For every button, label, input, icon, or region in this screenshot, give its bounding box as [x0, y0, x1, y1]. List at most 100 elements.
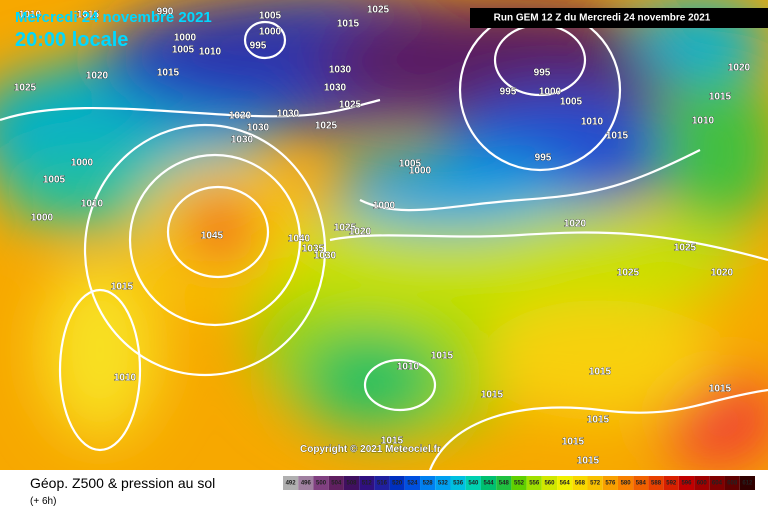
run-box: [470, 8, 768, 28]
scale-swatch: [313, 476, 329, 490]
scale-label: 532: [438, 481, 449, 487]
isobar-label: 1025: [334, 223, 357, 234]
isobar: [58, 288, 142, 452]
isobar-label: 1005: [43, 175, 66, 186]
scale-label: 540: [468, 481, 479, 487]
scale-swatch: [465, 476, 481, 490]
color-scale: 492 496 500 504 508 512 516 520 524 528 532 536 540 5…: [283, 476, 755, 490]
scale-swatch: [404, 476, 421, 490]
isobar-label: 1010: [397, 362, 420, 373]
scale-swatch: [328, 476, 344, 490]
isobar: [83, 123, 327, 377]
scale-swatch: [663, 476, 679, 490]
scale-label: 492: [286, 481, 297, 487]
isobar-label: 1010: [19, 10, 42, 21]
time: 20:00 locale: [15, 29, 128, 51]
isobar-label: 1005: [399, 159, 422, 170]
isobar-label: 1030: [314, 251, 337, 262]
isobar-label: 1015: [157, 68, 180, 79]
scale-label: 528: [423, 481, 434, 487]
scale-swatch: [420, 476, 436, 490]
isobar-label: 1020: [711, 268, 734, 279]
isobar-label: 1005: [560, 97, 583, 108]
scale-swatch: [374, 476, 390, 490]
isobar-label: 1045: [201, 231, 224, 242]
isobar-label: 1000: [71, 158, 94, 169]
scale-swatch: [511, 476, 527, 490]
scale-label: 524: [407, 481, 418, 487]
scale-label: 612: [742, 481, 753, 487]
isobar-label: 1015: [562, 437, 585, 448]
isobar-label: 1030: [247, 123, 270, 134]
isobar-label: 1030: [231, 135, 254, 146]
copyright: Copyright © 2021 Meteociel.fr: [300, 444, 441, 455]
isobar-label: 1010: [581, 117, 604, 128]
isobar-label: 995: [250, 41, 267, 52]
scale-label: 600: [697, 481, 708, 487]
scale-label: 544: [484, 481, 495, 487]
scale-swatch: [480, 476, 497, 490]
scale-swatch: [602, 476, 618, 490]
scale-label: 564: [560, 481, 571, 487]
isobar-label: 1005: [172, 45, 195, 56]
isobar-label: 1015: [709, 92, 732, 103]
run-info: Run GEM 12 Z du Mercredi 24 novembre 202…: [494, 13, 711, 24]
scale-label: 580: [621, 481, 632, 487]
scale-swatch: [724, 476, 740, 490]
isobar-label: 1040: [288, 234, 311, 245]
isobar: [243, 20, 287, 60]
isobar-label: 990: [157, 7, 174, 18]
isobar-label: 995: [535, 153, 552, 164]
scale-label: 508: [347, 481, 358, 487]
scale-swatch: [359, 476, 375, 490]
isobar-label: 995: [534, 68, 551, 79]
scale-swatch: [298, 476, 314, 490]
isobar-label: 1030: [329, 65, 352, 76]
isobar-label: 1025: [674, 243, 697, 254]
scale-swatch: [541, 476, 558, 490]
scale-swatch: [572, 476, 588, 490]
isobar-label: 1015: [431, 351, 454, 362]
isobar-label: 1030: [277, 109, 300, 120]
isobar: [363, 358, 437, 412]
isobar-label: 1000: [31, 213, 54, 224]
scale-label: 588: [651, 481, 662, 487]
isobar-label: 1000: [174, 33, 197, 44]
isobar-label: 1025: [14, 83, 37, 94]
scale-swatch: [435, 476, 451, 490]
scale-label: 504: [331, 481, 342, 487]
isobar-label: 1020: [564, 219, 587, 230]
scale-label: 520: [392, 481, 403, 487]
isobar: [329, 231, 768, 262]
isobar-label: 1015: [606, 131, 629, 142]
isobar: [359, 149, 701, 212]
scale-swatch: [617, 476, 634, 490]
scale-label: 592: [666, 481, 677, 487]
scale-label: 536: [453, 481, 464, 487]
isobar-label: 1010: [81, 199, 104, 210]
isobar-label: 1010: [199, 47, 222, 58]
scale-label: 500: [316, 481, 327, 487]
scale-swatch: [648, 476, 664, 490]
scale-swatch: [587, 476, 603, 490]
scale-swatch: [739, 476, 755, 490]
isobar-label: 1025: [315, 121, 338, 132]
scale-swatch: [678, 476, 695, 490]
isobar-label: 1035: [302, 244, 325, 255]
scale-label: 548: [499, 481, 510, 487]
isobar-label: 1020: [349, 227, 372, 238]
scale-label: 560: [544, 481, 555, 487]
isobar: [428, 388, 768, 471]
scale-swatch: [526, 476, 542, 490]
isobar-label: 1010: [114, 373, 137, 384]
isobar-label: 1015: [481, 390, 504, 401]
scale-label: 516: [377, 481, 388, 487]
isobar-label: 1015: [337, 19, 360, 30]
isobar-label: 1025: [339, 100, 362, 111]
scale-swatch: [283, 476, 299, 490]
date: Mercredi 24 novembre 2021: [15, 9, 212, 26]
scale-label: 552: [514, 481, 525, 487]
